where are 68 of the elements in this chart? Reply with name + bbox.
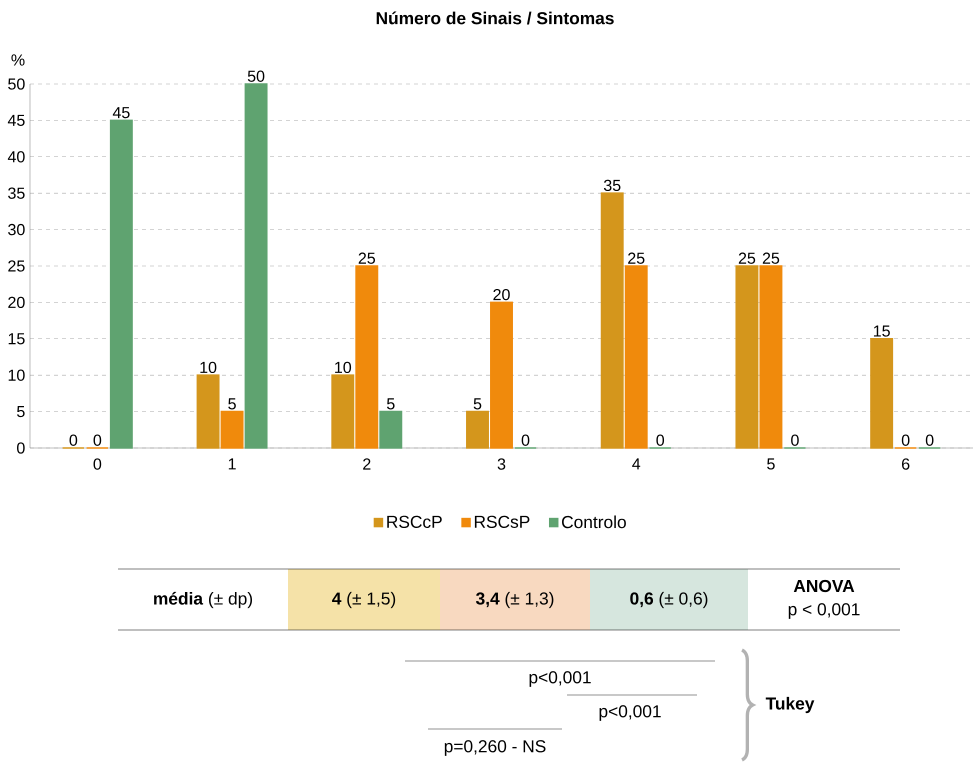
y-axis-title: % <box>11 54 25 66</box>
bar <box>220 410 244 449</box>
y-tick-label: 15 <box>8 333 25 344</box>
text: Tukey <box>766 696 814 714</box>
bar <box>600 192 624 449</box>
bar <box>196 374 220 449</box>
data-label: 25 <box>628 252 644 264</box>
data-label: 0 <box>522 434 530 446</box>
data-label: 5 <box>386 398 395 410</box>
data-label: 10 <box>200 362 216 374</box>
y-tick-label: 50 <box>8 78 25 90</box>
x-tick-label: 2 <box>363 458 370 470</box>
data-label: 25 <box>762 252 780 264</box>
bar <box>379 410 402 449</box>
legend-label: Controlo <box>562 515 626 528</box>
data-label: 25 <box>738 252 756 264</box>
x-tick-label: 0 <box>94 458 102 470</box>
legend-label: RSCcP <box>387 516 442 528</box>
bar <box>110 120 133 449</box>
data-label: 45 <box>112 107 130 118</box>
bar <box>466 410 489 449</box>
bar <box>870 338 894 449</box>
legend-label: RSCsP <box>474 516 530 528</box>
text: 3,4 (± 1,3) <box>476 592 554 608</box>
y-tick-label: 10 <box>8 370 25 381</box>
data-label: 15 <box>874 326 890 337</box>
bar <box>331 374 354 449</box>
y-tick-label: 0 <box>17 442 25 454</box>
text: 4 (± 1,5) <box>332 592 396 608</box>
y-tick-label: 40 <box>8 151 25 162</box>
x-tick-label: 6 <box>902 458 910 470</box>
x-tick-label: 1 <box>228 458 236 470</box>
y-tick-label: 5 <box>17 406 25 418</box>
text: 0,6 (± 0,6) <box>630 592 708 608</box>
x-tick-label: 4 <box>632 458 640 470</box>
data-label: 10 <box>335 362 352 374</box>
bar <box>244 83 268 449</box>
data-label: 5 <box>228 398 236 410</box>
bar <box>355 265 378 449</box>
y-tick-label: 25 <box>8 260 25 272</box>
y-tick-label: 45 <box>8 114 25 126</box>
bar <box>624 265 648 449</box>
data-label: 50 <box>248 70 264 82</box>
text: p < 0,001 <box>788 603 860 619</box>
y-tick-label: 20 <box>8 296 25 308</box>
data-label: 0 <box>791 434 799 446</box>
data-label: 35 <box>604 180 620 192</box>
text: ANOVA <box>794 580 854 592</box>
data-label: 5 <box>474 398 482 410</box>
bar <box>735 265 758 449</box>
x-tick-label: 5 <box>767 458 775 470</box>
x-tick-label: 3 <box>498 458 506 470</box>
bar <box>759 265 782 449</box>
chart-title: Número de Sinais / Sintomas <box>376 11 614 25</box>
text: média (± dp) <box>154 592 252 608</box>
data-label: 0 <box>902 434 910 446</box>
data-label: 0 <box>926 434 934 446</box>
text: p<0,001 <box>530 671 591 687</box>
text: p<0,001 <box>600 705 661 721</box>
data-label: 0 <box>656 434 664 446</box>
y-tick-label: 35 <box>8 188 25 199</box>
text: p=0,260 - NS <box>444 740 546 756</box>
data-label: 0 <box>94 434 102 446</box>
bar <box>490 302 513 449</box>
data-label: 20 <box>493 288 510 300</box>
data-label: 25 <box>358 252 376 264</box>
y-tick-label: 30 <box>8 224 25 236</box>
data-label: 0 <box>70 434 78 446</box>
